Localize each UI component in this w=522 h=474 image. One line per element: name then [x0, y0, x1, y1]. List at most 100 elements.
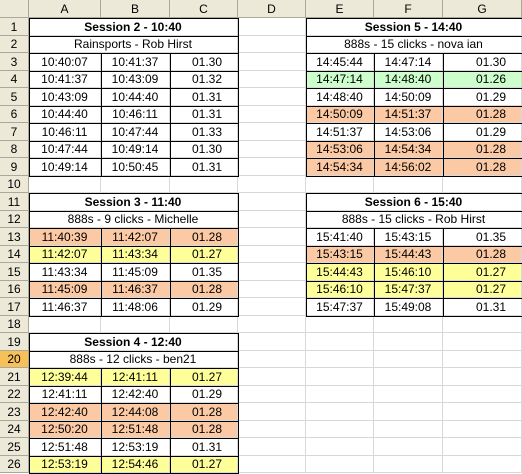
column-header-D[interactable]: D: [238, 0, 306, 18]
cell[interactable]: [238, 71, 306, 88]
cell[interactable]: [238, 158, 306, 176]
duration-cell[interactable]: 01.29: [170, 298, 238, 316]
duration-cell[interactable]: 01.28: [443, 141, 522, 158]
duration-cell[interactable]: 01.28: [170, 281, 238, 298]
row-header-6[interactable]: 6: [0, 106, 29, 123]
end-time-cell[interactable]: 12:41:11: [101, 368, 170, 386]
cell[interactable]: [238, 246, 306, 263]
cell[interactable]: [443, 351, 522, 368]
duration-cell[interactable]: 01.31: [170, 438, 238, 456]
cell[interactable]: [374, 316, 443, 333]
cell[interactable]: [29, 316, 101, 333]
duration-cell[interactable]: 01.35: [170, 263, 238, 281]
end-time-cell[interactable]: 14:50:09: [374, 88, 443, 106]
cell[interactable]: [306, 176, 374, 193]
end-time-cell[interactable]: 15:43:15: [374, 228, 443, 246]
end-time-cell[interactable]: 15:47:37: [374, 281, 443, 298]
duration-cell[interactable]: 01.26: [443, 71, 522, 88]
cell[interactable]: [238, 351, 306, 368]
start-time-cell[interactable]: 10:44:40: [29, 106, 101, 123]
end-time-cell[interactable]: 14:56:02: [374, 158, 443, 176]
cell[interactable]: [238, 386, 306, 403]
duration-cell[interactable]: 01.27: [170, 246, 238, 263]
cell[interactable]: [443, 386, 522, 403]
cell[interactable]: [374, 333, 443, 351]
column-header-F[interactable]: F: [374, 0, 443, 18]
start-time-cell[interactable]: 15:46:10: [306, 281, 374, 298]
duration-cell[interactable]: 01.28: [170, 403, 238, 421]
start-time-cell[interactable]: 11:42:07: [29, 246, 101, 263]
cell[interactable]: [306, 386, 374, 403]
cell[interactable]: [238, 298, 306, 316]
cell[interactable]: [306, 438, 374, 456]
cell[interactable]: [443, 368, 522, 386]
cell[interactable]: [238, 88, 306, 106]
cell[interactable]: [238, 263, 306, 281]
cell[interactable]: [374, 351, 443, 368]
start-time-cell[interactable]: 11:45:09: [29, 281, 101, 298]
cell[interactable]: [238, 228, 306, 246]
row-header-5[interactable]: 5: [0, 88, 29, 106]
column-header-G[interactable]: G: [443, 0, 522, 18]
end-time-cell[interactable]: 11:48:06: [101, 298, 170, 316]
cell[interactable]: [374, 421, 443, 438]
cell[interactable]: [238, 176, 306, 193]
cell[interactable]: [374, 176, 443, 193]
cell[interactable]: [306, 421, 374, 438]
row-header-15[interactable]: 15: [0, 263, 29, 281]
duration-cell[interactable]: 01.29: [170, 386, 238, 403]
row-header-19[interactable]: 19: [0, 333, 29, 351]
cell[interactable]: [238, 368, 306, 386]
column-header-A[interactable]: A: [29, 0, 101, 18]
cell[interactable]: [238, 141, 306, 158]
start-time-cell[interactable]: 12:42:40: [29, 403, 101, 421]
start-time-cell[interactable]: 11:40:39: [29, 228, 101, 246]
start-time-cell[interactable]: 10:49:14: [29, 158, 101, 176]
start-time-cell[interactable]: 15:41:40: [306, 228, 374, 246]
start-time-cell[interactable]: 14:47:14: [306, 71, 374, 88]
end-time-cell[interactable]: 11:45:09: [101, 263, 170, 281]
start-time-cell[interactable]: 10:43:09: [29, 88, 101, 106]
start-time-cell[interactable]: 14:45:44: [306, 53, 374, 71]
cell[interactable]: [238, 53, 306, 71]
cell[interactable]: [238, 123, 306, 141]
cell[interactable]: [306, 456, 374, 473]
row-header-8[interactable]: 8: [0, 141, 29, 158]
start-time-cell[interactable]: 12:53:19: [29, 456, 101, 473]
cell[interactable]: [374, 368, 443, 386]
end-time-cell[interactable]: 10:49:14: [101, 141, 170, 158]
start-time-cell[interactable]: 11:43:34: [29, 263, 101, 281]
row-header-22[interactable]: 22: [0, 386, 29, 403]
end-time-cell[interactable]: 12:42:40: [101, 386, 170, 403]
duration-cell[interactable]: 01.27: [170, 368, 238, 386]
duration-cell[interactable]: 01.31: [170, 158, 238, 176]
duration-cell[interactable]: 01.29: [443, 88, 522, 106]
end-time-cell[interactable]: 11:43:34: [101, 246, 170, 263]
end-time-cell[interactable]: 10:47:44: [101, 123, 170, 141]
start-time-cell[interactable]: 10:40:07: [29, 53, 101, 71]
cell[interactable]: [238, 456, 306, 473]
row-header-16[interactable]: 16: [0, 281, 29, 298]
row-header-24[interactable]: 24: [0, 421, 29, 438]
start-time-cell[interactable]: 15:47:37: [306, 298, 374, 316]
cell[interactable]: [101, 176, 170, 193]
cell[interactable]: [238, 281, 306, 298]
column-header-B[interactable]: B: [101, 0, 170, 18]
row-header-4[interactable]: 4: [0, 71, 29, 88]
end-time-cell[interactable]: 15:46:10: [374, 263, 443, 281]
end-time-cell[interactable]: 14:47:14: [374, 53, 443, 71]
row-header-9[interactable]: 9: [0, 158, 29, 176]
cell[interactable]: [238, 36, 306, 53]
cell[interactable]: [374, 438, 443, 456]
end-time-cell[interactable]: 12:53:19: [101, 438, 170, 456]
cell[interactable]: [238, 403, 306, 421]
row-header-17[interactable]: 17: [0, 298, 29, 316]
end-time-cell[interactable]: 10:41:37: [101, 53, 170, 71]
row-header-20[interactable]: 20: [0, 351, 29, 368]
row-header-3[interactable]: 3: [0, 53, 29, 71]
cell[interactable]: [306, 368, 374, 386]
cell[interactable]: [238, 333, 306, 351]
column-header-E[interactable]: E: [306, 0, 374, 18]
row-header-26[interactable]: 26: [0, 456, 29, 473]
start-time-cell[interactable]: 12:50:20: [29, 421, 101, 438]
